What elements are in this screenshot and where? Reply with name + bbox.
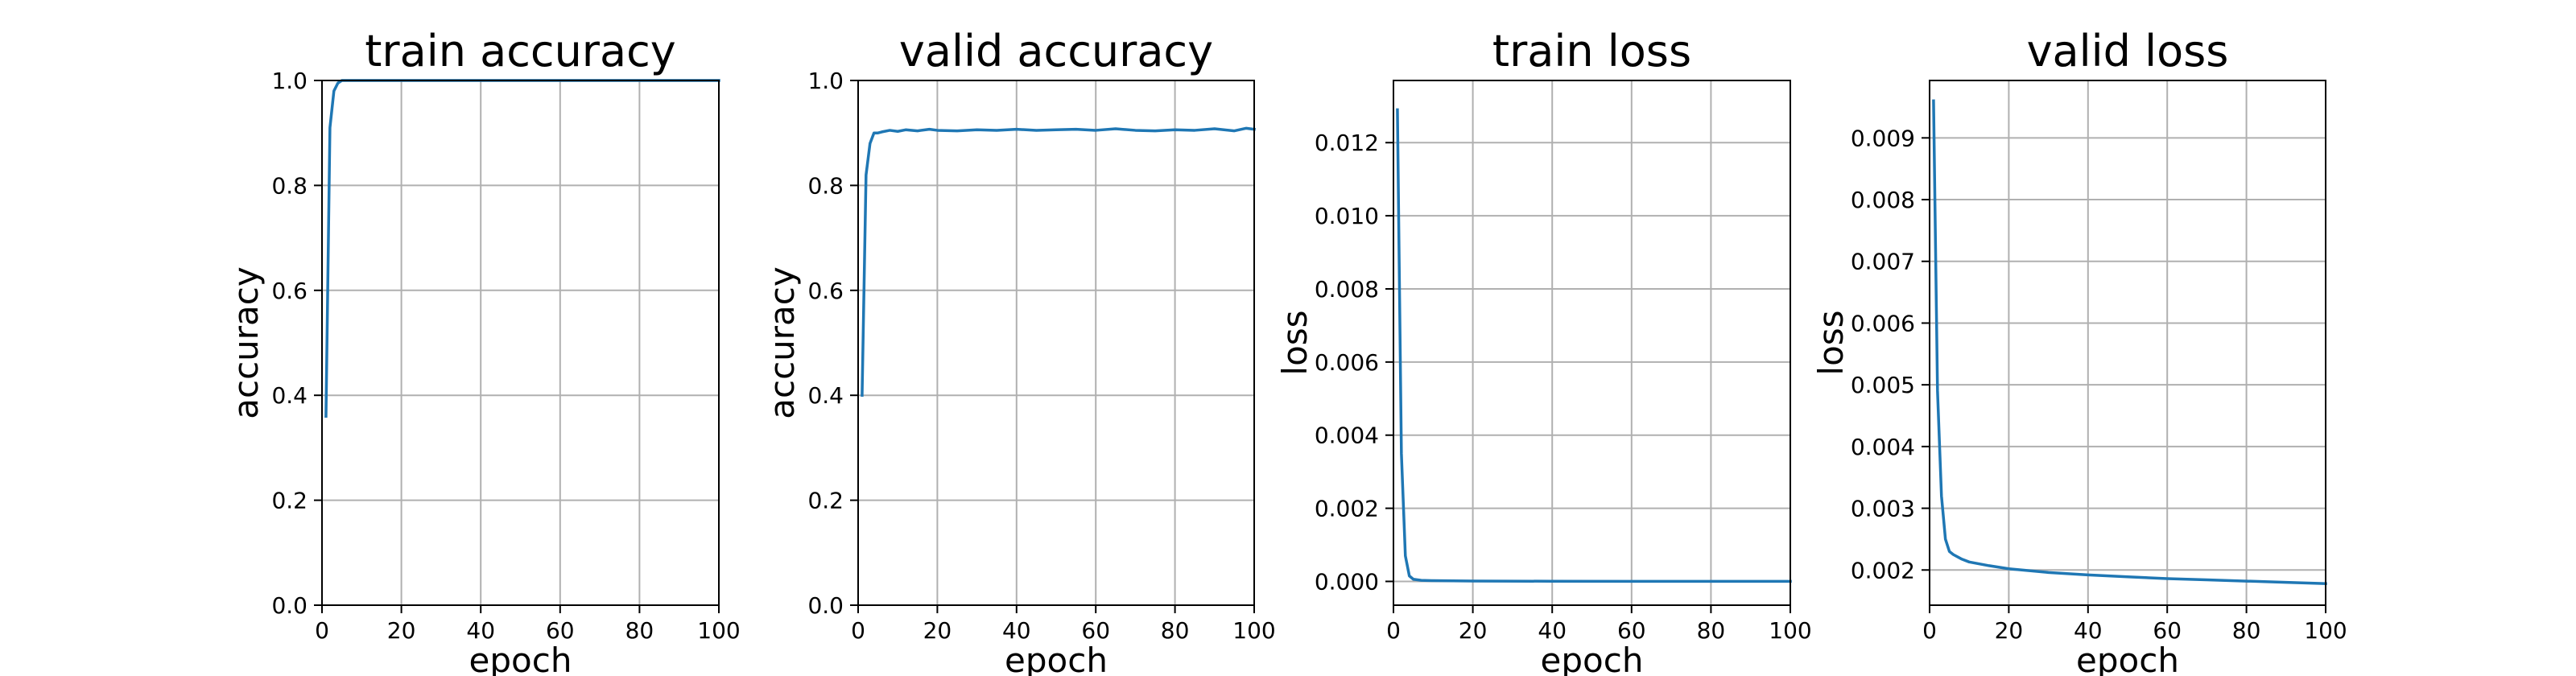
- series-line: [324, 79, 720, 418]
- x-tick-label: 60: [2153, 617, 2182, 644]
- x-tick-label: 40: [2074, 617, 2103, 644]
- y-tick-label: 0.4: [271, 382, 308, 409]
- y-axis-label: loss: [1811, 310, 1851, 375]
- y-tick-label: 0.008: [1315, 276, 1379, 303]
- x-tick-label: 0: [851, 617, 865, 644]
- x-tick-label: 20: [1459, 617, 1488, 644]
- x-tick-label: 60: [1081, 617, 1110, 644]
- x-tick-label: 100: [1769, 617, 1811, 644]
- x-axis-label: epoch: [469, 641, 572, 676]
- x-tick-label: 40: [1002, 617, 1031, 644]
- x-tick-label: 40: [1538, 617, 1567, 644]
- x-axis-label: epoch: [1541, 641, 1644, 676]
- y-tick-label: 0.004: [1851, 434, 1915, 460]
- y-tick-label: 0.010: [1315, 203, 1379, 229]
- x-tick-label: 60: [1617, 617, 1646, 644]
- y-tick-label: 0.006: [1315, 349, 1379, 376]
- y-tick-label: 0.009: [1851, 125, 1915, 151]
- y-tick-label: 0.0: [271, 592, 308, 619]
- x-tick-label: 80: [1697, 617, 1726, 644]
- y-tick-label: 0.2: [271, 488, 308, 514]
- y-tick-label: 0.0: [807, 592, 844, 619]
- chart-panel-2: 0 20 40 60 80 100 0.0 0.2 0.4 0.6 0.8 1.0 valid accu…: [762, 26, 1276, 676]
- y-tick-label: 0.8: [271, 172, 308, 199]
- y-tick-label: 0.6: [807, 278, 844, 304]
- series-line: [1396, 108, 1792, 583]
- x-axis-label: epoch: [1005, 641, 1108, 676]
- x-tick-label: 0: [1922, 617, 1937, 644]
- y-tick-label: 0.004: [1315, 422, 1379, 449]
- plot-frame: [1393, 80, 1791, 606]
- x-tick-label: 80: [625, 617, 654, 644]
- chart-title: train loss: [1492, 26, 1691, 76]
- y-tick-label: 0.003: [1851, 496, 1915, 522]
- y-tick-label: 1.0: [271, 68, 308, 94]
- y-tick-label: 0.008: [1851, 187, 1915, 213]
- y-axis-label: loss: [1275, 310, 1315, 375]
- y-tick-label: 0.007: [1851, 249, 1915, 275]
- x-tick-label: 0: [315, 617, 329, 644]
- chart-title: valid accuracy: [899, 26, 1213, 76]
- x-tick-label: 20: [1995, 617, 2024, 644]
- x-tick-label: 100: [697, 617, 740, 644]
- x-tick-label: 80: [1161, 617, 1190, 644]
- x-tick-label: 40: [466, 617, 495, 644]
- plot-frame: [857, 80, 1255, 606]
- chart-panel-1: 0 20 40 60 80 100 0.0 0.2 0.4 0.6 0.8 1.0 train accu…: [226, 26, 741, 676]
- y-tick-label: 0.012: [1315, 130, 1379, 156]
- y-tick-label: 0.000: [1315, 568, 1379, 595]
- y-tick-label: 0.2: [807, 488, 844, 514]
- x-tick-label: 20: [923, 617, 952, 644]
- y-tick-label: 0.6: [271, 278, 308, 304]
- x-tick-label: 100: [1232, 617, 1275, 644]
- plot-frame: [1929, 80, 2326, 606]
- x-tick-label: 20: [387, 617, 416, 644]
- series-line: [861, 126, 1256, 397]
- y-tick-label: 0.8: [807, 172, 844, 199]
- x-tick-label: 100: [2304, 617, 2347, 644]
- y-tick-label: 0.4: [807, 382, 844, 409]
- x-tick-label: 0: [1386, 617, 1401, 644]
- y-axis-label: accuracy: [226, 266, 266, 419]
- chart-panel-3: 0 20 40 60 80 100 0.000 0.002 0.004 0.006 0.008 0.0…: [1275, 26, 1812, 676]
- y-tick-label: 0.002: [1315, 496, 1379, 522]
- chart-panel-4: 0 20 40 60 80 100 0.002 0.003 0.004 0.005 0.006 0.0…: [1811, 26, 2347, 676]
- y-axis-label: accuracy: [762, 266, 802, 419]
- x-axis-label: epoch: [2076, 641, 2179, 676]
- x-tick-label: 60: [546, 617, 575, 644]
- x-tick-label: 80: [2232, 617, 2261, 644]
- y-tick-label: 0.002: [1851, 557, 1915, 583]
- series-line: [1932, 99, 2327, 585]
- chart-title: valid loss: [2027, 26, 2229, 76]
- y-tick-label: 0.005: [1851, 372, 1915, 398]
- y-tick-label: 1.0: [807, 68, 844, 94]
- plot-frame: [321, 80, 720, 606]
- y-tick-label: 0.006: [1851, 310, 1915, 336]
- chart-title: train accuracy: [365, 26, 676, 76]
